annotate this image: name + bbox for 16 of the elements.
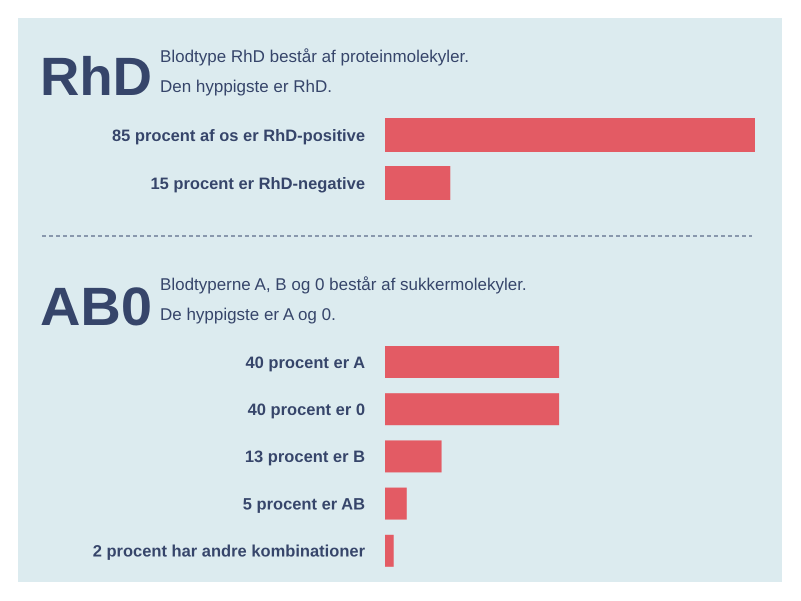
data-label: 40 procent er 0 [248,400,365,419]
bar [385,440,442,472]
bar [385,393,560,426]
chart-subtitle: Blodtype RhD består af proteinmolekyler. Den hyppigste er RhD. [160,47,469,96]
data-label: 5 procent er AB [242,495,366,514]
data-label: 2 procent har andre kombinationer [92,542,366,561]
chart-title: AB0 [40,277,152,337]
bar [385,488,407,520]
chart-title: RhD [40,47,152,107]
data-label: 13 procent er B [244,448,366,466]
chart-subtitle: Blodtyperne A, B og 0 består af sukkermolekyler. De hyppigste er A og 0. [160,275,527,324]
data-label: 40 procent er A [245,354,366,372]
bar [385,534,394,567]
data-label: 85 procent af os er RhD-positive [112,126,365,145]
data-label: 15 procent er RhD-negative [150,174,365,193]
bar [385,346,560,378]
